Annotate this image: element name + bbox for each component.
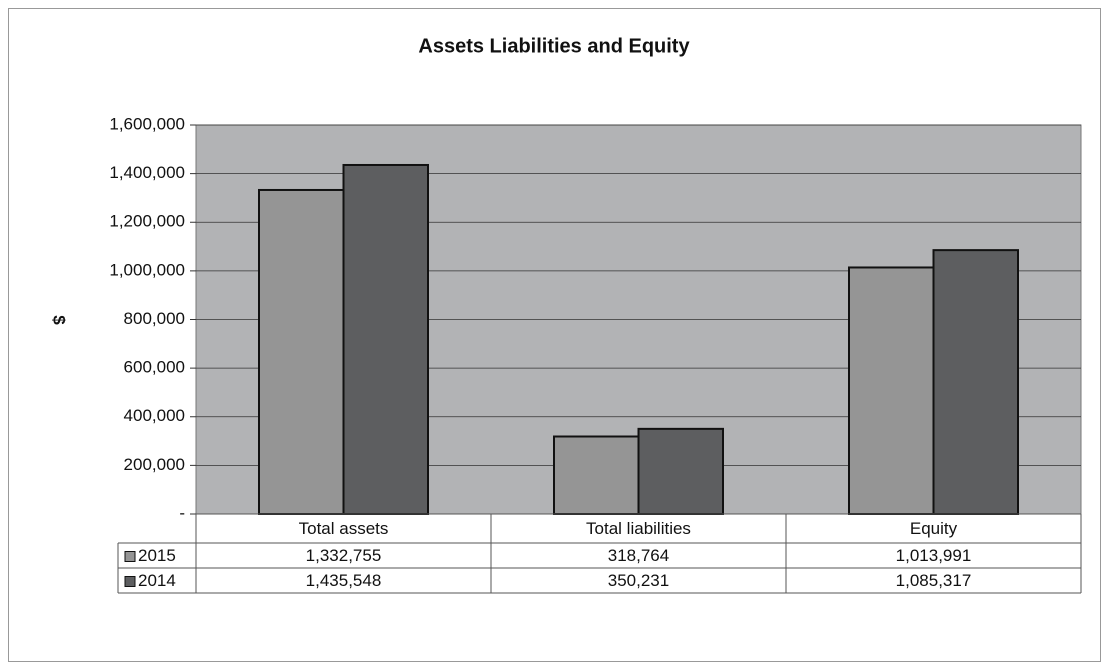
legend-label: 2015 (138, 546, 176, 565)
bar (258, 188, 345, 515)
y-tick-label: 1,400,000 (109, 163, 185, 182)
bar (932, 249, 1019, 516)
table-value: 350,231 (608, 571, 669, 590)
table-value: 1,332,755 (306, 546, 382, 565)
x-tick-label: Equity (910, 519, 958, 538)
table-value: 1,013,991 (896, 546, 972, 565)
y-tick-label: 400,000 (124, 406, 185, 425)
table-value: 318,764 (608, 546, 669, 565)
y-tick-label: 1,200,000 (109, 212, 185, 231)
bar (342, 163, 429, 515)
y-tick-label: 200,000 (124, 455, 185, 474)
legend-key (124, 576, 136, 587)
bar (848, 266, 935, 516)
y-tick-label: - (179, 503, 185, 522)
table-value: 1,435,548 (306, 571, 382, 590)
bar (637, 427, 724, 516)
table-value: 1,085,317 (896, 571, 972, 590)
legend-key (124, 551, 136, 562)
chart-title: Assets Liabilities and Equity (418, 35, 690, 57)
y-axis-label: $ (50, 315, 69, 325)
x-tick-label: Total assets (299, 519, 389, 538)
y-tick-label: 1,000,000 (109, 260, 185, 279)
legend-label: 2014 (138, 571, 176, 590)
y-tick-label: 1,600,000 (109, 114, 185, 133)
y-tick-label: 600,000 (124, 358, 185, 377)
y-tick-label: 800,000 (124, 309, 185, 328)
bar (553, 435, 640, 515)
x-tick-label: Total liabilities (586, 519, 691, 538)
